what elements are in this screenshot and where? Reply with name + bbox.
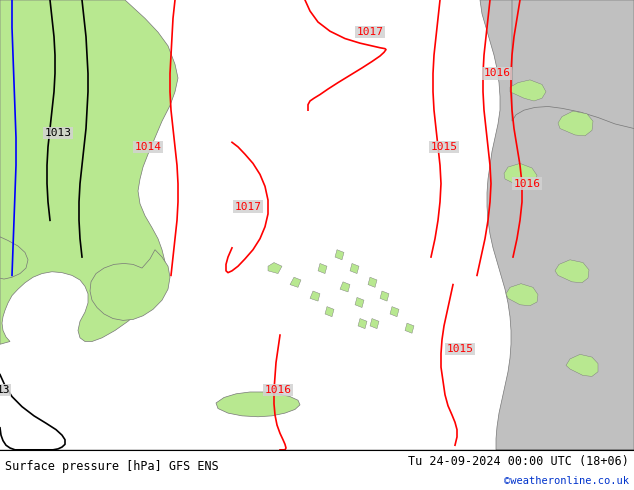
Polygon shape	[405, 323, 414, 333]
Polygon shape	[555, 260, 589, 283]
Polygon shape	[358, 318, 367, 329]
Polygon shape	[318, 264, 327, 273]
Text: 1015: 1015	[446, 344, 474, 354]
Polygon shape	[0, 0, 178, 344]
Polygon shape	[290, 277, 301, 287]
Polygon shape	[368, 277, 377, 287]
Polygon shape	[355, 297, 364, 308]
Polygon shape	[480, 0, 634, 450]
Polygon shape	[268, 263, 282, 273]
Text: ©weatheronline.co.uk: ©weatheronline.co.uk	[504, 476, 629, 486]
Text: 1017: 1017	[356, 27, 384, 37]
Polygon shape	[566, 354, 598, 376]
Text: 1015: 1015	[430, 142, 458, 152]
Text: 13: 13	[0, 385, 10, 395]
Text: Tu 24-09-2024 00:00 UTC (18+06): Tu 24-09-2024 00:00 UTC (18+06)	[408, 455, 629, 468]
Polygon shape	[0, 237, 28, 279]
Polygon shape	[504, 163, 537, 186]
Polygon shape	[506, 284, 538, 306]
Polygon shape	[380, 291, 389, 301]
Polygon shape	[325, 307, 334, 317]
Polygon shape	[310, 291, 320, 301]
Polygon shape	[510, 80, 546, 101]
Polygon shape	[350, 264, 359, 273]
Text: 1016: 1016	[514, 178, 541, 189]
Text: 1013: 1013	[44, 128, 72, 138]
Polygon shape	[90, 250, 170, 320]
Polygon shape	[512, 0, 634, 128]
Polygon shape	[335, 250, 344, 260]
Text: 1016: 1016	[484, 69, 510, 78]
Text: 1016: 1016	[264, 385, 292, 395]
Polygon shape	[340, 282, 350, 292]
Polygon shape	[370, 318, 379, 329]
Polygon shape	[558, 111, 593, 136]
Text: 1017: 1017	[235, 201, 261, 212]
Text: 1014: 1014	[134, 142, 162, 152]
Polygon shape	[390, 307, 399, 317]
Text: Surface pressure [hPa] GFS ENS: Surface pressure [hPa] GFS ENS	[5, 460, 219, 473]
Polygon shape	[216, 392, 300, 417]
